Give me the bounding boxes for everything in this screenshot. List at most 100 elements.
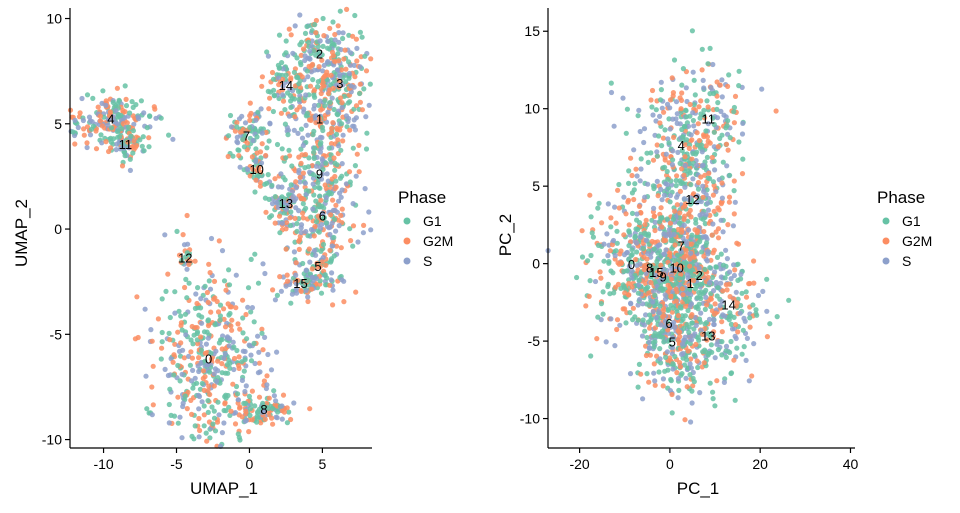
umap-point-g1 bbox=[286, 147, 292, 153]
pca-point-g2m bbox=[679, 229, 685, 235]
pca-point-g1 bbox=[688, 182, 694, 188]
umap-point-g2m bbox=[106, 113, 113, 119]
umap-point-s bbox=[203, 341, 209, 347]
umap-point-s bbox=[170, 136, 176, 142]
umap-point-g1 bbox=[279, 146, 285, 152]
umap-point-g1 bbox=[256, 173, 262, 179]
umap-point-g1 bbox=[311, 192, 317, 198]
umap-point-g2m bbox=[257, 149, 264, 155]
pca-point-g2m bbox=[674, 202, 680, 208]
pca-point-s bbox=[663, 247, 669, 253]
pca-point-g1 bbox=[624, 106, 631, 112]
umap-point-g1 bbox=[129, 99, 135, 105]
pca-point-g2m bbox=[710, 250, 716, 256]
umap-point-s bbox=[185, 241, 191, 247]
pca-point-g1 bbox=[634, 249, 640, 255]
pca-point-g1 bbox=[753, 307, 759, 313]
umap-point-s bbox=[87, 132, 94, 138]
umap-point-g2m bbox=[211, 383, 217, 389]
pca-point-g1 bbox=[708, 304, 714, 310]
umap-point-g2m bbox=[295, 277, 301, 283]
pca-point-g2m bbox=[677, 95, 683, 101]
umap-point-g1 bbox=[334, 111, 340, 117]
umap-point-g1 bbox=[317, 193, 323, 199]
pca-point-s bbox=[669, 265, 675, 272]
umap-point-g2m bbox=[97, 113, 103, 119]
umap-point-s bbox=[177, 414, 183, 420]
pca-point-s bbox=[657, 356, 663, 362]
pca-cluster-label-13: 13 bbox=[701, 329, 715, 344]
umap-point-g2m bbox=[321, 115, 328, 121]
umap-point-g2m bbox=[243, 408, 249, 414]
umap-point-g2m bbox=[103, 139, 109, 145]
pca-point-s bbox=[629, 268, 635, 274]
umap-point-g1 bbox=[265, 88, 271, 94]
umap-point-s bbox=[242, 120, 249, 126]
umap-point-s bbox=[165, 372, 171, 379]
umap-point-g2m bbox=[229, 327, 235, 333]
umap-point-g1 bbox=[252, 251, 258, 257]
umap-point-g1 bbox=[295, 74, 301, 80]
pca-point-g1 bbox=[728, 370, 735, 376]
umap-point-g1 bbox=[186, 280, 192, 286]
pca-point-g1 bbox=[635, 384, 641, 390]
pca-point-s bbox=[683, 85, 689, 91]
umap-point-g2m bbox=[81, 126, 87, 132]
pca-point-s bbox=[621, 194, 627, 200]
pca-y-tick-label: -10 bbox=[520, 411, 540, 427]
pca-point-s bbox=[646, 345, 653, 351]
umap-point-g2m bbox=[159, 345, 165, 351]
pca-point-s bbox=[760, 288, 766, 294]
pca-point-g1 bbox=[632, 181, 638, 187]
umap-point-s bbox=[267, 121, 273, 127]
umap-point-s bbox=[278, 171, 284, 177]
umap-point-g2m bbox=[151, 104, 157, 110]
pca-point-s bbox=[634, 173, 640, 179]
umap-point-g2m bbox=[234, 120, 240, 126]
umap-point-g1 bbox=[299, 280, 305, 286]
pca-point-g1 bbox=[677, 215, 683, 221]
umap-point-g2m bbox=[250, 166, 256, 172]
umap-point-g1 bbox=[179, 257, 185, 263]
pca-point-g2m bbox=[713, 229, 719, 235]
umap-point-s bbox=[306, 55, 312, 61]
umap-point-s bbox=[351, 62, 357, 68]
pca-point-g2m bbox=[654, 353, 660, 359]
umap-point-g2m bbox=[298, 52, 304, 59]
pca-point-g1 bbox=[747, 315, 753, 321]
pca-point-g1 bbox=[691, 273, 697, 279]
pca-point-s bbox=[680, 350, 686, 357]
pca-point-s bbox=[671, 319, 677, 326]
pca-point-g1 bbox=[714, 254, 721, 260]
pca-point-g2m bbox=[733, 322, 739, 328]
umap-point-g1 bbox=[303, 205, 309, 211]
umap-point-g2m bbox=[184, 406, 190, 412]
umap-point-g1 bbox=[275, 409, 281, 415]
pca-point-g2m bbox=[625, 292, 632, 298]
umap-point-g2m bbox=[284, 272, 290, 278]
umap-point-g2m bbox=[299, 152, 305, 158]
umap-point-g1 bbox=[217, 302, 224, 308]
umap-legend-title: Phase bbox=[398, 188, 446, 207]
umap-point-s bbox=[72, 117, 78, 123]
umap-point-g1 bbox=[323, 220, 329, 226]
umap-point-g1 bbox=[285, 90, 291, 96]
umap-point-s bbox=[350, 123, 356, 129]
umap-point-g2m bbox=[338, 67, 345, 73]
pca-point-s bbox=[759, 86, 765, 92]
umap-point-g1 bbox=[277, 230, 283, 236]
umap-point-g2m bbox=[207, 391, 213, 398]
umap-point-g2m bbox=[194, 300, 200, 307]
umap-point-g1 bbox=[195, 285, 201, 291]
umap-point-g2m bbox=[312, 223, 318, 230]
umap-point-s bbox=[355, 239, 361, 245]
pca-legend-entry-g1: G1 bbox=[882, 213, 921, 229]
pca-point-g1 bbox=[668, 237, 674, 244]
umap-point-g1 bbox=[242, 133, 248, 139]
umap-point-g2m bbox=[341, 299, 347, 305]
pca-point-s bbox=[723, 247, 729, 253]
pca-point-g1 bbox=[650, 340, 657, 346]
umap-point-g1 bbox=[108, 125, 115, 131]
umap-point-g2m bbox=[266, 106, 272, 112]
